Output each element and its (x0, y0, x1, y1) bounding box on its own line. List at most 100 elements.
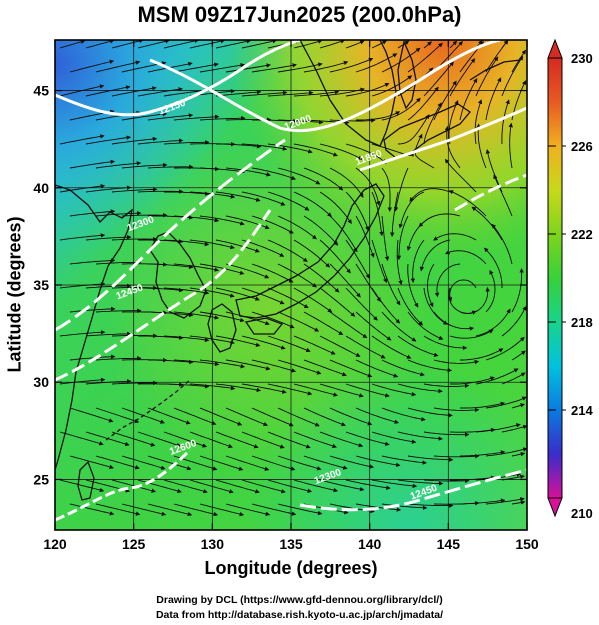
streamline (511, 350, 526, 361)
streamline (345, 191, 370, 232)
streamline (95, 455, 140, 470)
streamline (407, 42, 443, 73)
y-axis-label: Latitude (degrees) (4, 216, 25, 373)
streamline (329, 57, 374, 73)
streamline (138, 335, 184, 340)
streamline (397, 40, 410, 49)
streamline (251, 215, 294, 234)
x-tick-label: 150 (515, 536, 539, 552)
colorbar-max-triangle (547, 38, 563, 59)
y-tick-label: 30 (33, 374, 49, 390)
streamline (485, 396, 527, 409)
streamline (277, 119, 324, 125)
streamline (293, 239, 331, 268)
streamline (511, 403, 525, 409)
streamline (293, 287, 333, 313)
streamline (69, 59, 115, 73)
streamline (423, 102, 442, 145)
streamline (407, 407, 453, 418)
streamline (121, 162, 168, 169)
streamline (277, 455, 322, 471)
streamline (189, 287, 235, 298)
streamline (407, 503, 454, 508)
streamline (111, 136, 158, 145)
streamline (147, 263, 194, 270)
streamline (303, 455, 348, 470)
coast-taiwan (77, 460, 95, 501)
streamline (95, 356, 142, 361)
streamline (111, 431, 156, 447)
streamline (501, 372, 526, 385)
streamline (371, 40, 387, 49)
streamline (433, 311, 475, 331)
streamline (444, 158, 477, 193)
streamline (85, 234, 132, 241)
streamline (199, 115, 246, 121)
streamline (329, 118, 376, 123)
streamline (164, 191, 210, 196)
streamline (450, 475, 496, 481)
streamline (147, 113, 194, 121)
contour-12000 (149, 40, 501, 133)
x-tick-label: 130 (201, 536, 225, 552)
streamline (147, 311, 194, 318)
streamline (241, 431, 285, 449)
streamline (111, 236, 158, 242)
streamline (459, 450, 506, 457)
streamline (319, 191, 352, 225)
streamline (476, 123, 487, 169)
streamline (501, 55, 524, 97)
streamline (199, 263, 245, 275)
streamline (511, 268, 524, 313)
streamline (277, 167, 321, 185)
streamline (319, 239, 351, 274)
streamline (241, 143, 288, 151)
streamline (147, 503, 193, 517)
credit-data: Data from http://database.rish.kyoto-u.a… (155, 609, 444, 621)
coast-sakhalin (397, 40, 417, 110)
streamline (485, 497, 525, 505)
streamline (59, 329, 106, 337)
streamline (355, 53, 398, 73)
streamline (163, 239, 210, 247)
streamline (501, 305, 527, 337)
streamline (407, 455, 454, 462)
streamline (85, 40, 115, 49)
streamline (267, 383, 313, 396)
coastlines (55, 40, 521, 501)
colorbar-tick-label: 218 (571, 315, 593, 330)
streamline (95, 407, 140, 424)
streamline (138, 239, 184, 244)
streamline (199, 311, 245, 323)
streamline (251, 167, 297, 181)
streamline (173, 407, 217, 426)
streamline (397, 479, 444, 486)
coast-honshu (235, 183, 385, 319)
streamline (277, 215, 317, 240)
streamline (163, 383, 210, 389)
streamline (501, 424, 527, 433)
streamline (356, 111, 401, 121)
streamline (199, 215, 245, 226)
streamline (59, 183, 106, 193)
streamline (433, 454, 480, 459)
streamline (277, 359, 322, 375)
streamline (448, 100, 459, 145)
streamline (459, 498, 506, 505)
streamline (293, 191, 332, 217)
streamline (329, 263, 361, 298)
streamline (371, 335, 412, 359)
streamline (121, 111, 168, 121)
streamline (111, 479, 157, 493)
streamline (59, 479, 105, 493)
streamline (293, 89, 340, 97)
credit-drawing: Drawing by DCL (https://www.gfd-dennou.o… (156, 594, 443, 606)
streamline (355, 407, 400, 424)
streamline (345, 383, 390, 398)
streamline (69, 503, 115, 516)
streamline (371, 75, 413, 97)
streamline (85, 85, 131, 97)
streamline (447, 279, 477, 302)
streamline (396, 215, 409, 261)
